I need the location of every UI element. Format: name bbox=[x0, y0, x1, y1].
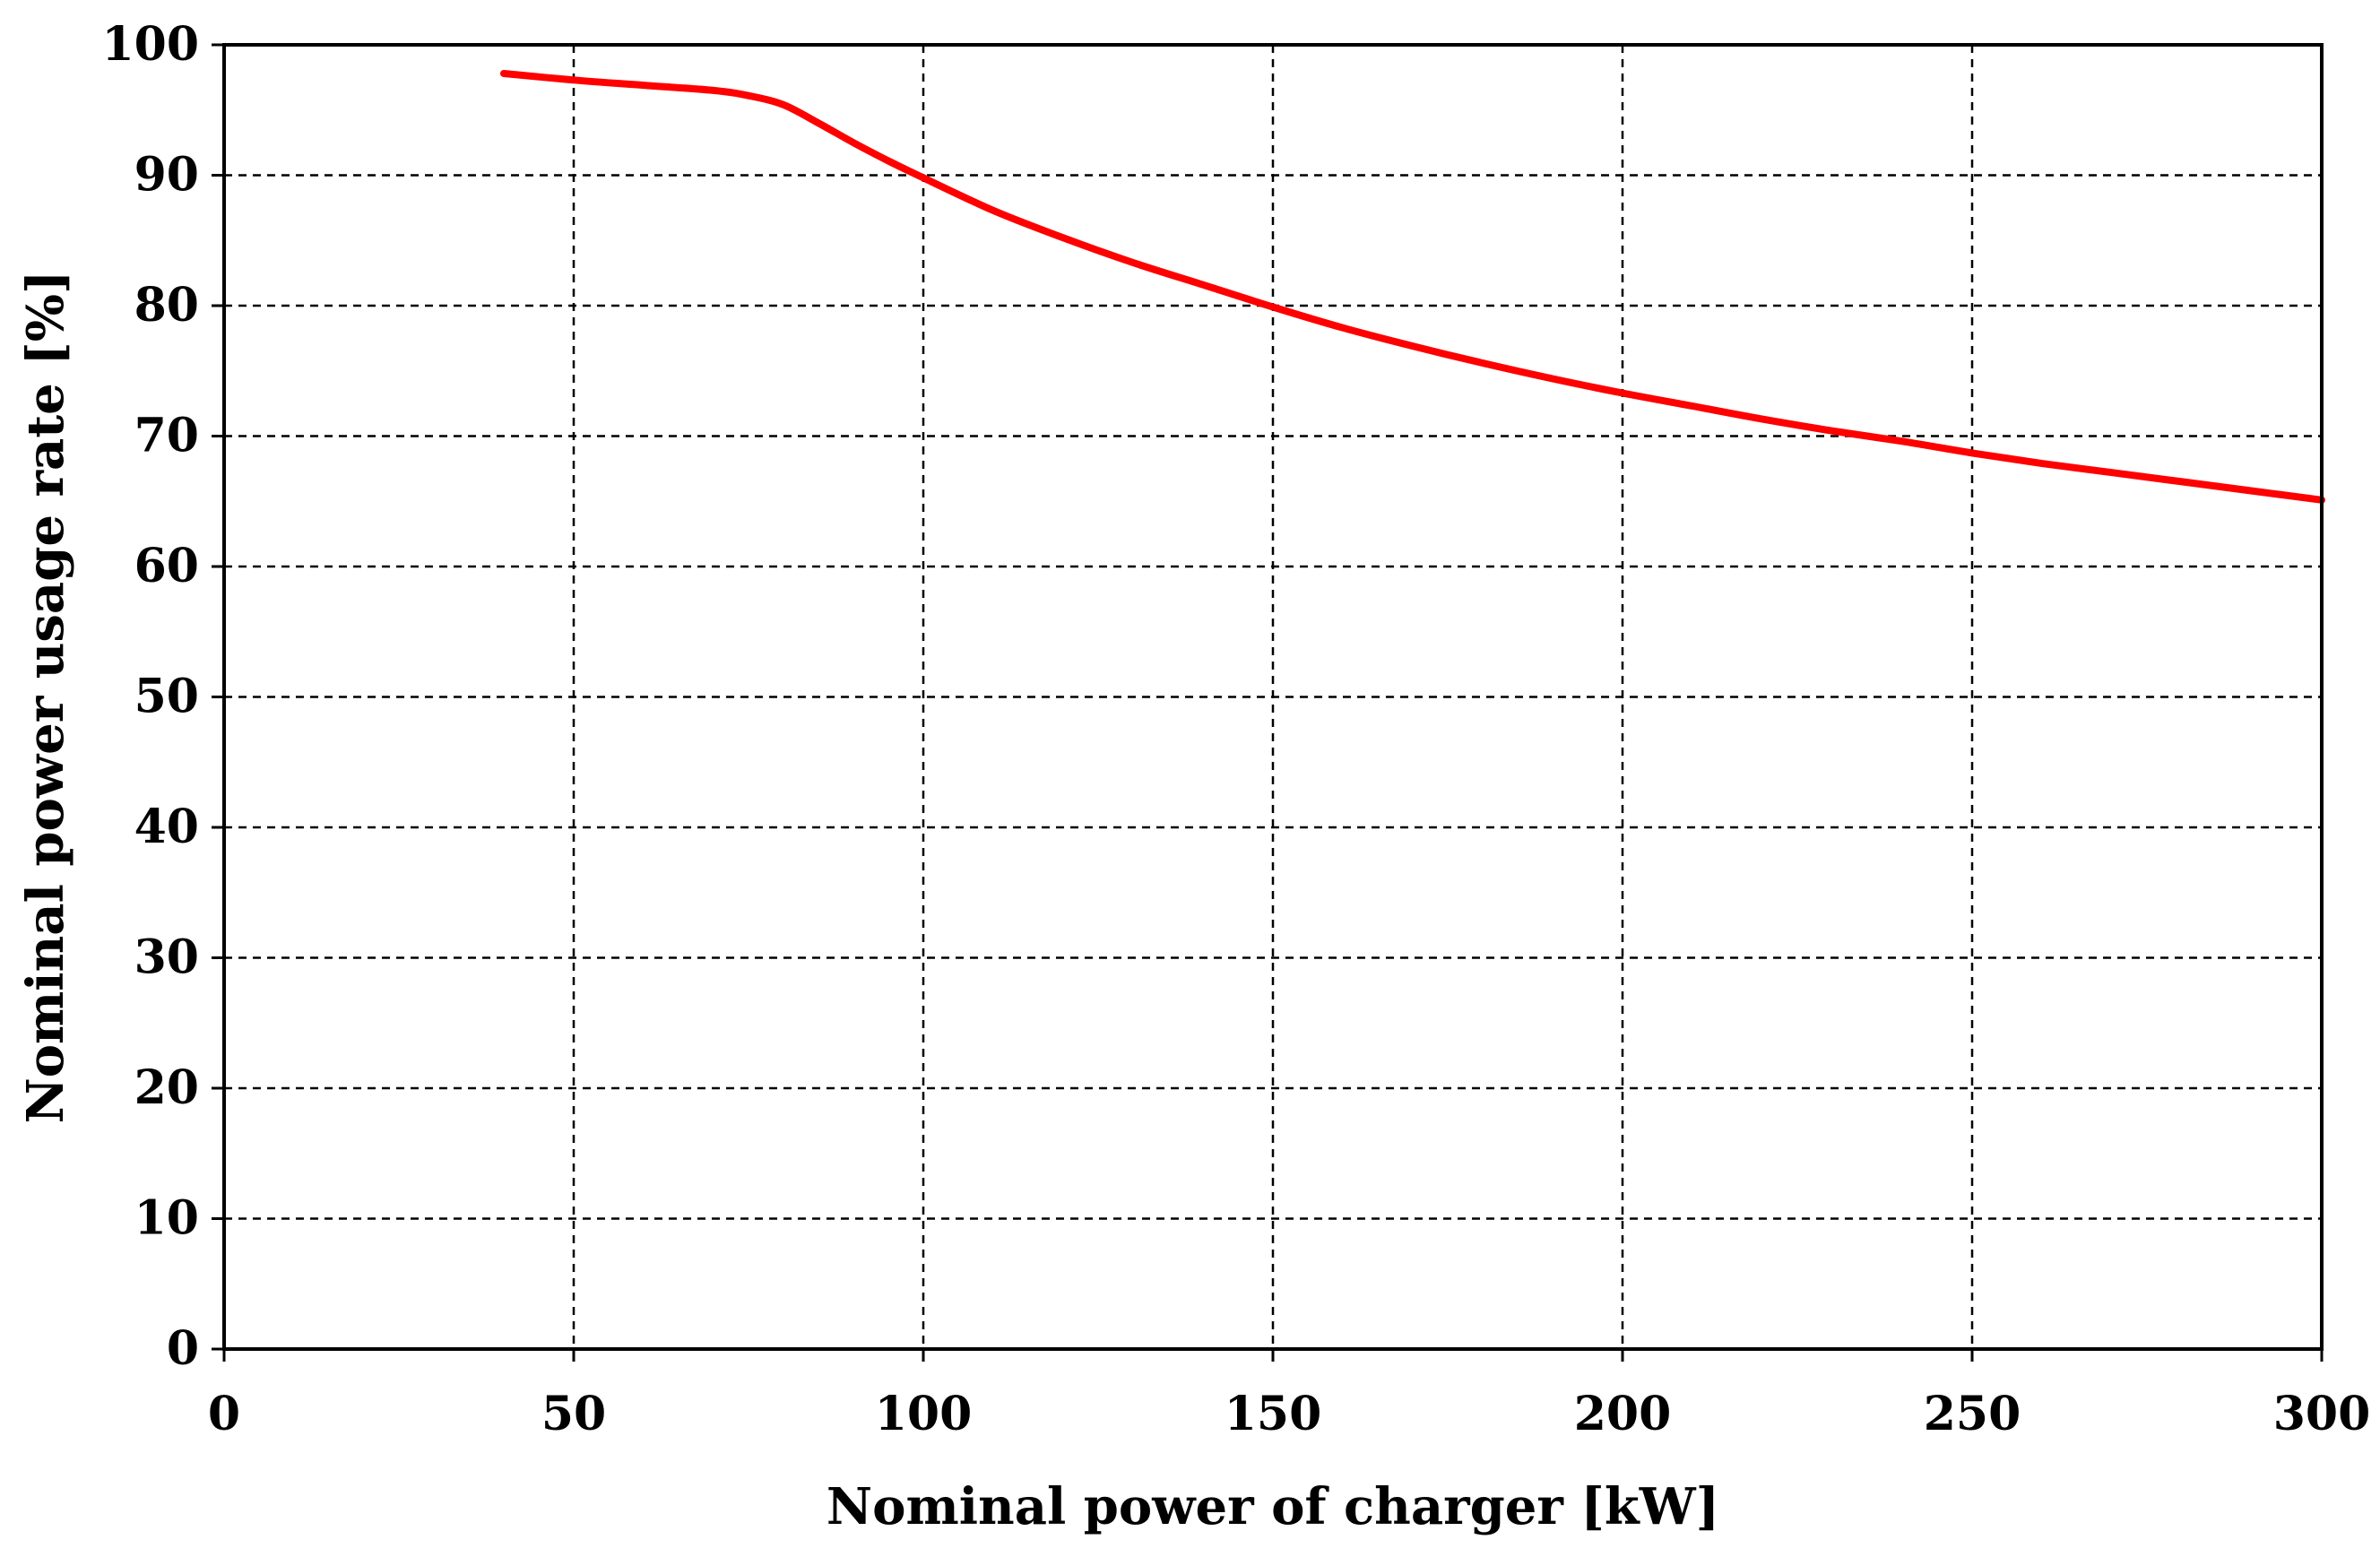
y-tick-label-9: 90 bbox=[134, 148, 199, 203]
y-tick-label-5: 50 bbox=[134, 670, 199, 724]
series-line-0 bbox=[500, 70, 2325, 504]
y-tick-label-1: 10 bbox=[134, 1191, 199, 1246]
y-tick-label-4: 40 bbox=[134, 800, 199, 854]
x-tick-label-1: 50 bbox=[541, 1387, 606, 1441]
y-axis-title: Nominal power usage rate [%] bbox=[16, 271, 75, 1124]
x-tick-label-6: 300 bbox=[2273, 1387, 2371, 1441]
y-tick-label-3: 30 bbox=[134, 930, 199, 985]
x-axis: 0 50 100 150 200 250 300 bbox=[208, 1349, 2370, 1441]
y-tick-label-2: 20 bbox=[134, 1060, 199, 1115]
x-tick-label-0: 0 bbox=[208, 1387, 240, 1441]
y-tick-label-8: 80 bbox=[134, 278, 199, 333]
y-tick-label-10: 100 bbox=[101, 17, 199, 72]
x-tick-label-4: 200 bbox=[1574, 1387, 1672, 1441]
x-tick-label-5: 250 bbox=[1924, 1387, 2021, 1441]
y-tick-label-0: 0 bbox=[167, 1321, 199, 1376]
y-tick-label-7: 70 bbox=[134, 409, 199, 463]
x-tick-label-2: 100 bbox=[875, 1387, 973, 1441]
x-axis-title: Nominal power of charger [kW] bbox=[827, 1477, 1719, 1536]
series-layer bbox=[500, 70, 2325, 504]
y-tick-label-6: 60 bbox=[134, 539, 199, 593]
x-tick-label-3: 150 bbox=[1225, 1387, 1322, 1441]
y-axis: 0 10 20 30 40 50 60 70 80 90 100 bbox=[101, 17, 224, 1376]
